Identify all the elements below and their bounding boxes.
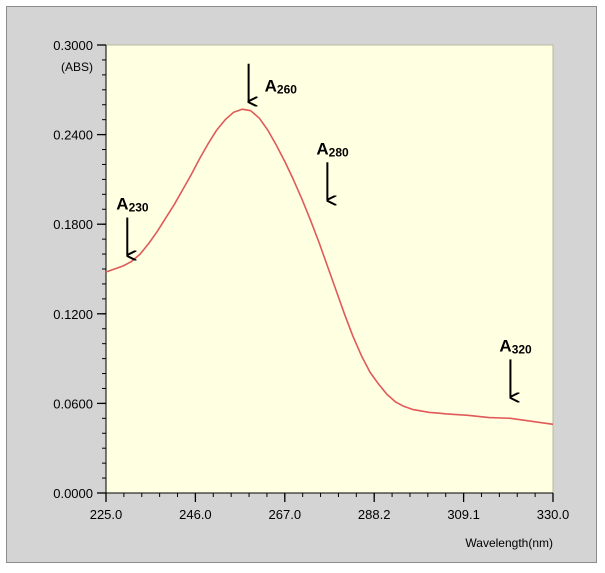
y-tick-label: 0.2400	[53, 128, 93, 143]
y-tick-label: 0.0000	[53, 486, 93, 501]
x-tick-label: 309.1	[447, 507, 480, 522]
x-axis-label: Wavelength(nm)	[465, 536, 553, 550]
annotation-label: A260	[265, 77, 298, 97]
absorbance-series-line	[105, 108, 554, 426]
x-tick-label: 330.0	[537, 507, 570, 522]
y-tick-label: 0.0600	[53, 396, 93, 411]
annotation-label: A320	[499, 336, 532, 356]
plot-area	[105, 44, 554, 494]
x-tick-label: 288.2	[358, 507, 391, 522]
x-tick-label: 246.0	[179, 507, 212, 522]
x-tick-label: 267.0	[269, 507, 302, 522]
y-tick-label: 0.1800	[53, 217, 93, 232]
y-tick-label: 0.1200	[53, 307, 93, 322]
annotation-label: A230	[116, 195, 149, 215]
annotation-label: A280	[316, 139, 349, 159]
y-tick-label: 0.3000	[53, 38, 93, 53]
y-unit-label: (ABS)	[61, 60, 93, 74]
x-tick-label: 225.0	[90, 507, 123, 522]
